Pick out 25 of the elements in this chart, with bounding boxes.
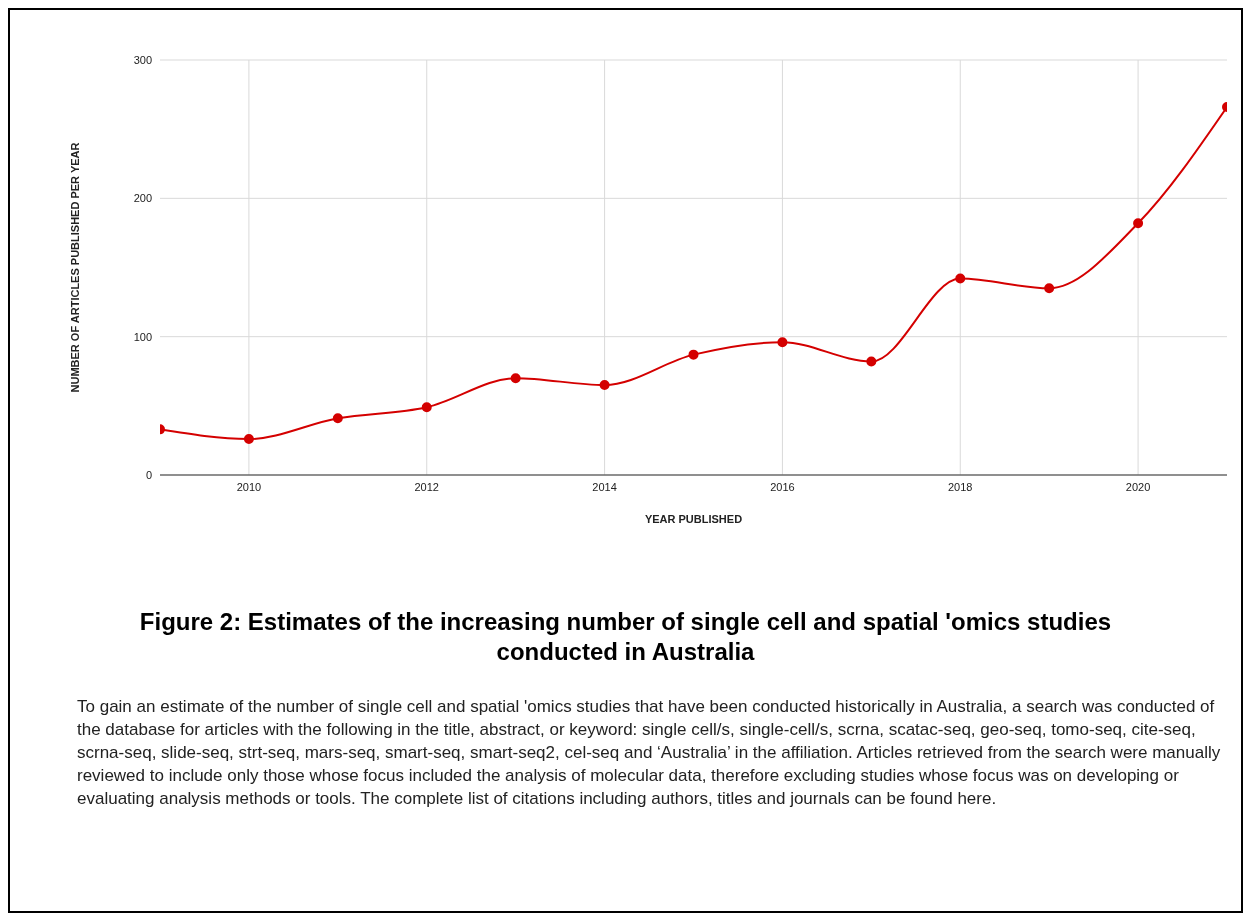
x-tick-label: 2018 [948,480,973,493]
x-tick-label: 2016 [770,480,795,493]
point [688,349,699,360]
x-tick-label: 2010 [236,480,262,493]
x-axis-title: YEAR PUBLISHED [644,513,743,525]
point [510,373,521,384]
y-tick-label: 0 [145,468,152,481]
point [332,413,343,424]
point [1133,218,1144,229]
text: Figure 2: Estimates of the increasing number of single cell and spatial 'omics studies conducted in Australia [138,607,1113,667]
point [599,380,610,391]
text: To gain an estimate of the number of single cell and spatial 'omics studies that have been conducted historically in Australia, a search was conducted of the database for articles with the following in the title, abstract, or keyword: single cell/s, single-cell/s, scrna, scatac-seq, geo-seq, tomo-seq, cite-seq, scrna-seq, slide-seq, strt-seq, mars-seq, smart-seq, smart-seq2, cel-seq and ‘Australia’ in the affiliation. Articles retrieved from the search were manually reviewed to include only those whose focus included the analysis of molecular data, therefore excluding studies whose focus was on developing or evaluating analysis methods or tools. The complete list of citations including authors, titles and journals can be found here. [77,696,1222,810]
y-tick-label: 200 [133,192,152,205]
point [955,273,966,284]
x-tick-label: 2020 [1125,480,1151,493]
point [421,402,432,413]
point [866,356,877,367]
x-tick-label: 2014 [592,480,617,493]
y-axis-title: NUMBER OF ARTICLES PUBLISHED PER YEAR [68,142,81,393]
point [777,337,788,348]
y-tick-label: 100 [133,330,152,343]
y-tick-label: 300 [133,53,152,66]
x-tick-label: 2012 [414,480,439,493]
point [1044,283,1055,294]
point [243,434,254,445]
